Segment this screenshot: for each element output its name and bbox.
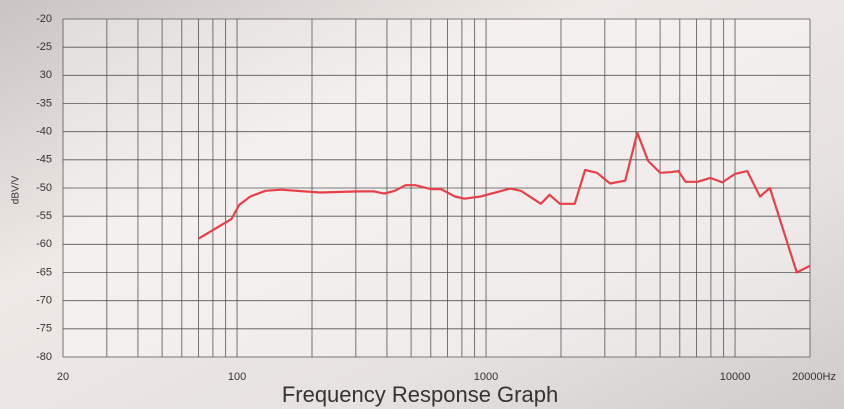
y-tick-label: -50	[36, 182, 52, 194]
response-line	[197, 131, 811, 274]
y-tick-label: -80	[36, 351, 52, 363]
chart-title: Frequency Response Graph	[282, 382, 558, 407]
x-tick-label: 10000	[720, 371, 751, 383]
y-tick-label: 30	[40, 69, 52, 81]
y-tick-label: -65	[36, 266, 52, 278]
x-tick-label: 20000Hz	[792, 371, 836, 383]
y-tick-label: -25	[36, 41, 52, 53]
y-tick-label: -60	[36, 238, 52, 250]
y-axis-label: dBV/V	[11, 176, 22, 205]
y-tick-label: -70	[36, 295, 52, 307]
x-tick-label: 100	[228, 371, 246, 383]
y-tick-label: -35	[36, 97, 52, 109]
x-tick-label: 20	[57, 371, 69, 383]
y-tick-label: -20	[36, 13, 52, 25]
x-tick-label: 1000	[474, 371, 498, 383]
y-tick-label: -75	[36, 323, 52, 335]
y-tick-label: -45	[36, 154, 52, 166]
y-tick-label: -55	[36, 210, 52, 222]
y-tick-label: -40	[36, 126, 52, 138]
